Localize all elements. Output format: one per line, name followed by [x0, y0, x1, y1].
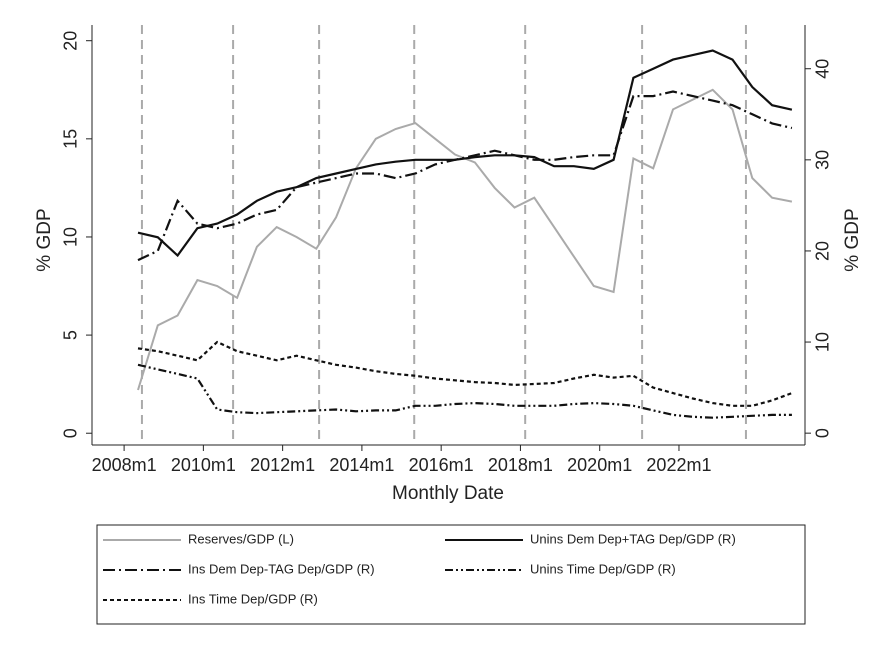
y2-axis-title: % GDP: [842, 208, 863, 271]
legend-label: Unins Dem Dep+TAG Dep/GDP (R): [530, 531, 736, 546]
x-tick-label: 2012m1: [250, 455, 315, 475]
y2-tick-label: 30: [813, 150, 833, 170]
legend-label: Ins Time Dep/GDP (R): [188, 591, 318, 606]
x-tick-label: 2010m1: [171, 455, 236, 475]
y-tick-label: 5: [61, 330, 81, 340]
y-tick-label: 0: [61, 428, 81, 438]
series-line: [137, 49, 793, 258]
legend-label: Ins Dem Dep-TAG Dep/GDP (R): [188, 561, 375, 576]
x-tick-label: 2022m1: [646, 455, 711, 475]
legend-label: Unins Time Dep/GDP (R): [530, 561, 676, 576]
y-axis-title: % GDP: [34, 208, 55, 271]
x-tick-label: 2014m1: [329, 455, 394, 475]
y2-tick-label: 0: [813, 428, 833, 438]
x-tick-label: 2020m1: [567, 455, 632, 475]
series-line: [137, 363, 792, 419]
y2-tick-label: 10: [813, 332, 833, 352]
series-line: [137, 340, 793, 407]
series-line: [137, 90, 793, 262]
x-tick-label: 2016m1: [409, 455, 474, 475]
x-tick-label: 2018m1: [488, 455, 553, 475]
y2-tick-label: 20: [813, 241, 833, 261]
y-tick-label: 20: [61, 31, 81, 51]
legend-label: Reserves/GDP (L): [188, 531, 294, 546]
legend-box: [96, 524, 806, 625]
y-tick-label: 10: [61, 227, 81, 247]
x-tick-label: 2008m1: [92, 455, 157, 475]
y-tick-label: 15: [61, 129, 81, 149]
y2-tick-label: 40: [813, 59, 833, 79]
x-axis-title: Monthly Date: [392, 483, 504, 504]
